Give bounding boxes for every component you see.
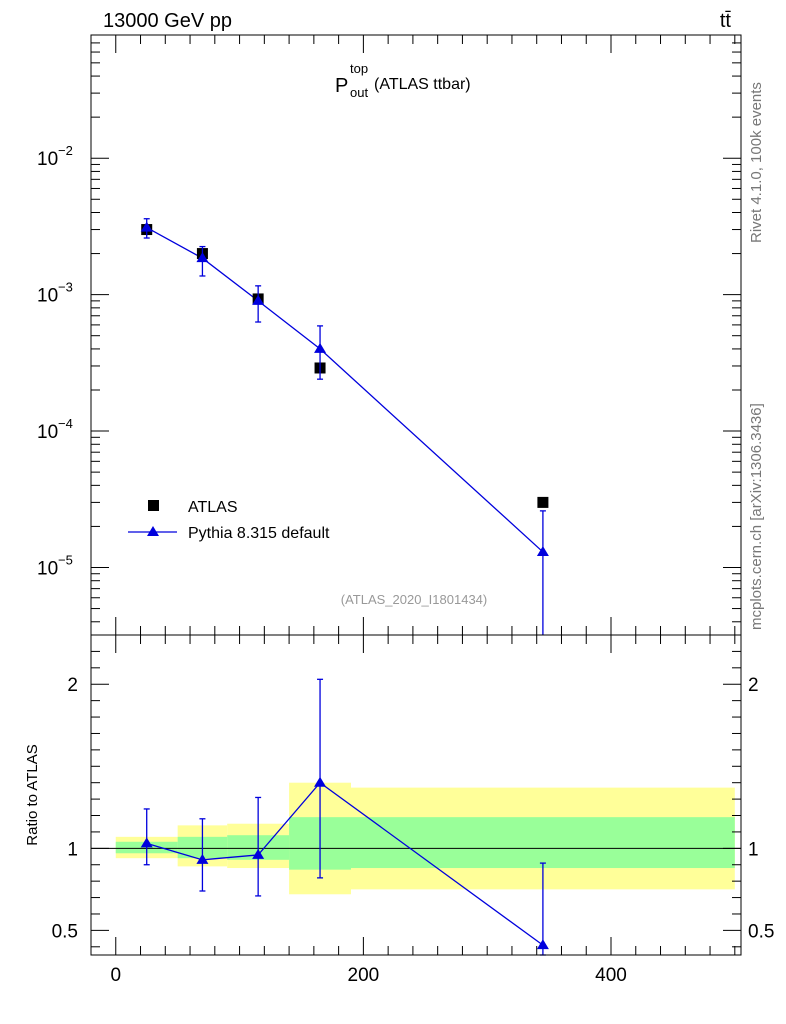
main-y-tick-label-base: 10: [37, 149, 58, 170]
ratio-point: [314, 776, 327, 787]
header-right: tt̄: [720, 10, 732, 32]
ratio-marks: [140, 678, 549, 956]
analysis-watermark: (ATLAS_2020_I1801434): [341, 592, 487, 607]
main-y-tick-label-exponent: −2: [58, 143, 73, 158]
x-tick-label: 200: [348, 965, 380, 986]
main-y-tick-label-base: 10: [37, 558, 58, 579]
ratio-point: [140, 837, 153, 848]
atlas-point: [537, 496, 549, 508]
ratio-y-tick-label-left: 1: [67, 839, 78, 860]
ratio-bands: [115, 782, 735, 895]
legend-pythia-label: Pythia 8.315 default: [188, 525, 330, 542]
main-marks: [140, 218, 549, 635]
ratio-y-tick-label-right: 0.5: [748, 921, 774, 942]
ratio-y-tick-label-right: 1: [748, 839, 759, 860]
mcplots-label: mcplots.cern.ch [arXiv:1306.3436]: [748, 403, 765, 630]
title-suffix: (ATLAS ttbar): [374, 76, 471, 93]
main-y-tick-labels: 10−510−410−310−2: [37, 143, 73, 579]
title-superscript: top: [350, 61, 368, 76]
legend-pythia-marker: [147, 526, 159, 536]
legend-atlas-label: ATLAS: [188, 499, 238, 516]
x-tick-label: 0: [110, 965, 121, 986]
ratio-point: [536, 939, 549, 950]
main-panel: 10−510−410−310−2 P top out (ATLAS ttbar)…: [37, 34, 742, 636]
ratio-y-tick-label-right: 2: [748, 675, 759, 696]
x-tick-labels: 0 200 400: [110, 965, 626, 986]
ratio-ticks: [91, 635, 741, 955]
ratio-point: [196, 853, 209, 864]
legend-atlas-marker: [148, 500, 159, 511]
main-y-tick-label-base: 10: [37, 286, 58, 307]
header-left: 13000 GeV pp: [103, 10, 232, 32]
x-tick-label: 400: [595, 965, 627, 986]
rivet-label: Rivet 4.1.0, 100k events: [748, 82, 765, 243]
ratio-y-tick-labels: 0.5 0.5 1 1 2 2: [52, 675, 775, 942]
ratio-point: [252, 848, 265, 859]
main-frame: [90, 34, 742, 636]
ratio-green-band: [351, 817, 735, 869]
ratio-y-tick-label-left: 2: [67, 675, 78, 696]
main-y-tick-label-base: 10: [37, 422, 58, 443]
title-base: P: [335, 75, 348, 97]
legend: ATLAS Pythia 8.315 default: [128, 499, 330, 542]
ratio-y-tick-label-left: 0.5: [52, 921, 78, 942]
chart-title: P: [335, 75, 348, 97]
pythia-point: [140, 221, 153, 232]
main-ticks: [91, 34, 741, 635]
ratio-panel: 0.5 0.5 1 1 2 2 0 200 400 Ratio to ATLAS: [24, 634, 775, 986]
title-subscript: out: [350, 85, 368, 100]
pythia-point: [314, 342, 327, 353]
main-y-tick-label-exponent: −4: [58, 416, 73, 431]
main-y-tick-label-exponent: −3: [58, 280, 73, 295]
ratio-y-axis-label: Ratio to ATLAS: [24, 744, 41, 845]
pythia-point: [252, 294, 265, 305]
pythia-point: [536, 545, 549, 556]
pythia-point: [196, 252, 209, 263]
ratio-frame: [90, 634, 742, 956]
main-y-tick-label-exponent: −5: [58, 552, 73, 567]
